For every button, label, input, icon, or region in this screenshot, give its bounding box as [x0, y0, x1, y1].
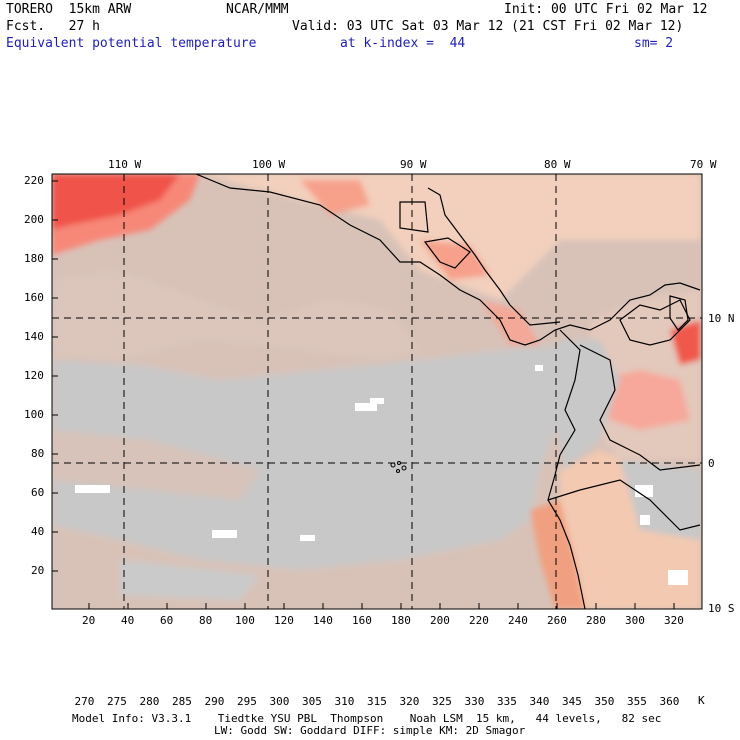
- legend-label: 315: [367, 695, 387, 708]
- legend-label: 340: [529, 695, 550, 708]
- caribbean-coast: [427, 187, 561, 326]
- warm-patch-costarica: [480, 300, 540, 345]
- tan-patch-west: [52, 430, 260, 500]
- lat-label-10s: 10 S: [708, 602, 735, 615]
- white-pixels: [75, 365, 688, 585]
- x-tick-label: 200: [430, 614, 450, 627]
- legend-unit: K: [698, 694, 705, 707]
- x-tick-label: 40: [121, 614, 135, 627]
- y-tick-label: 60: [31, 486, 45, 499]
- coastal-warm-strip: [530, 500, 585, 609]
- graticule: [52, 174, 702, 609]
- x-tick-label: 220: [469, 614, 489, 627]
- warm-patch-honduras: [420, 240, 490, 280]
- legend-label: 280: [139, 695, 160, 708]
- x-tick-label: 60: [160, 614, 174, 627]
- x-tick-label: 240: [508, 614, 528, 627]
- tan-band-mid: [52, 270, 420, 360]
- legend-label: 335: [497, 695, 517, 708]
- lon-label-100w: 100 W: [252, 158, 286, 171]
- south-america-west-coast: [547, 329, 586, 609]
- init-time: Init: 00 UTC Fri 02 Mar 12: [504, 2, 708, 17]
- legend-label: 275: [107, 695, 127, 708]
- legend-label: 350: [594, 695, 615, 708]
- lake-maracaibo: [669, 295, 689, 331]
- x-tick-label: 180: [391, 614, 411, 627]
- x-tick-label: 160: [352, 614, 372, 627]
- map-frame: [51, 173, 703, 610]
- y-tick-label: 220: [24, 174, 44, 187]
- legend-label: 325: [432, 695, 452, 708]
- y-tick-label: 200: [24, 213, 44, 226]
- hot-patch-venezuela: [670, 320, 700, 365]
- pacific-coast-central-america: [195, 174, 701, 346]
- center-name: NCAR/MMM: [226, 2, 289, 17]
- y-tick-label: 20: [31, 564, 45, 577]
- grey-patch-south: [120, 560, 260, 600]
- valid-time: Valid: 03 UTC Sat 03 Mar 12 (21 CST Fri …: [292, 19, 684, 34]
- legend-label: 285: [172, 695, 192, 708]
- venezuela-border: [619, 299, 691, 346]
- legend-label: 300: [269, 695, 290, 708]
- guatemala-border: [399, 201, 429, 233]
- peru-border: [547, 479, 701, 531]
- level-info: at k-index = 44: [340, 36, 466, 51]
- legend-label: 320: [399, 695, 420, 708]
- y-tick-label: 160: [24, 291, 44, 304]
- lat-label-10n: 10 N: [708, 312, 735, 325]
- legend-label: 310: [334, 695, 355, 708]
- legend-label: 290: [204, 695, 225, 708]
- x-axis-ticks: [88, 603, 675, 609]
- x-tick-label: 20: [82, 614, 96, 627]
- lon-label-110w: 110 W: [108, 158, 142, 171]
- coastlines: [195, 174, 701, 609]
- y-tick-label: 120: [24, 369, 44, 382]
- x-tick-label: 320: [664, 614, 684, 627]
- lat-label-equator: 0: [708, 457, 715, 470]
- lon-label-70w: 70 W: [690, 158, 717, 171]
- warm-patch-andes: [600, 370, 690, 430]
- y-axis-ticks: [52, 180, 58, 572]
- y-tick-label: 100: [24, 408, 44, 421]
- color-legend-bar: [52, 682, 702, 694]
- hot-zone-northwest: [52, 174, 180, 230]
- legend-label: 355: [627, 695, 647, 708]
- forecast-hour: Fcst. 27 h: [6, 19, 100, 34]
- x-tick-label: 280: [586, 614, 606, 627]
- x-tick-label: 100: [235, 614, 255, 627]
- legend-label: 360: [659, 695, 680, 708]
- legend-label: 295: [237, 695, 257, 708]
- lon-label-80w: 80 W: [544, 158, 571, 171]
- x-tick-label: 80: [199, 614, 213, 627]
- model-name: TORERO 15km ARW: [6, 2, 132, 17]
- peach-zone-north: [52, 174, 700, 300]
- y-tick-label: 40: [31, 525, 45, 538]
- physics-info: LW: Godd SW: Goddard DIFF: simple KM: 2D…: [214, 724, 526, 737]
- legend-label: 330: [464, 695, 485, 708]
- model-info: Model Info: V3.3.1 Tiedtke YSU PBL Thomp…: [72, 712, 662, 725]
- x-tick-label: 300: [625, 614, 645, 627]
- legend-label: 345: [562, 695, 582, 708]
- x-tick-label: 260: [547, 614, 567, 627]
- honduras-border: [423, 237, 471, 269]
- smoothing-info: sm= 2: [634, 36, 674, 51]
- legend-label: 305: [302, 695, 322, 708]
- lon-label-90w: 90 W: [400, 158, 427, 171]
- y-tick-label: 80: [31, 447, 45, 460]
- colombia-ecuador-border: [579, 344, 701, 471]
- x-tick-label: 140: [313, 614, 333, 627]
- theta-e-field: [52, 174, 702, 609]
- y-tick-label: 140: [24, 330, 44, 343]
- legend-label: 270: [74, 695, 95, 708]
- warm-patch-mexico: [300, 180, 370, 215]
- y-tick-label: 180: [24, 252, 44, 265]
- grey-zone-equatorial: [52, 345, 560, 570]
- grey-zone-ecuador: [555, 340, 620, 470]
- field-name: Equivalent potential temperature: [6, 36, 257, 51]
- x-tick-label: 120: [274, 614, 294, 627]
